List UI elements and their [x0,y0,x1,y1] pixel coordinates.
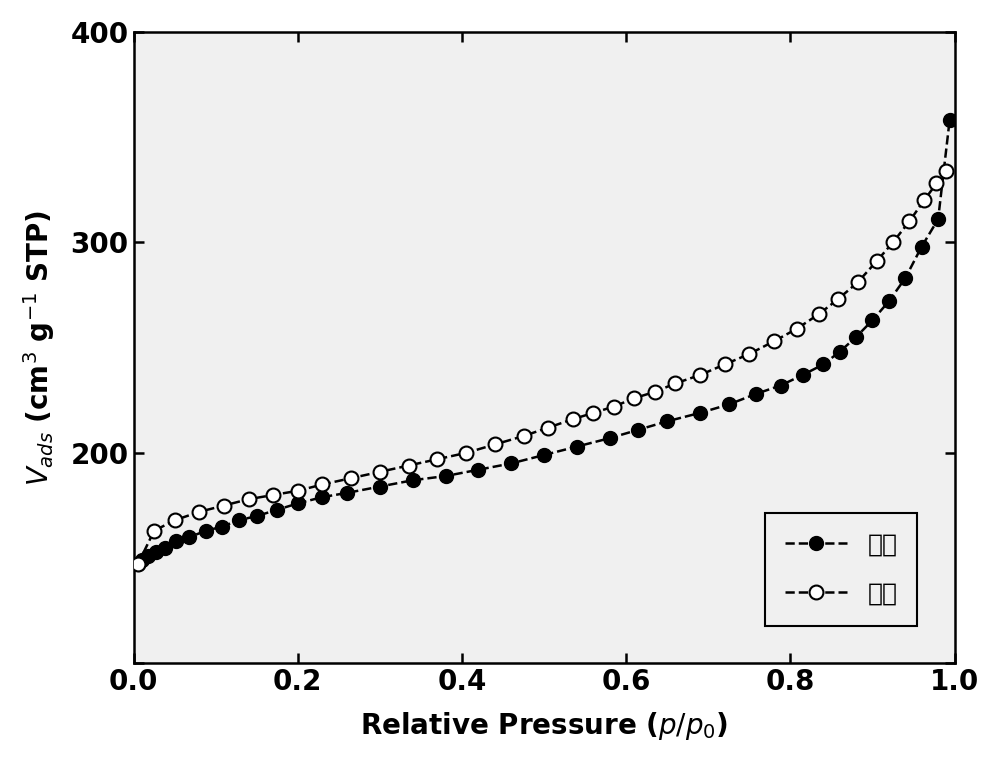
吸附 [251,511,263,520]
脱附 [930,179,942,188]
吸附 [850,333,862,342]
吸附 [440,472,452,481]
吸附 [571,442,583,451]
脱附 [743,349,755,359]
吸附 [341,488,353,497]
Y-axis label: $V_{ads}$ (cm$^3$ g$^{-1}$ STP): $V_{ads}$ (cm$^3$ g$^{-1}$ STP) [21,210,57,485]
吸附 [604,433,616,443]
脱附 [567,414,579,423]
吸附 [170,536,182,546]
Line: 脱附: 脱附 [131,164,953,571]
吸附 [797,370,809,379]
吸附 [233,516,245,525]
脱附 [887,238,899,247]
脱附 [132,560,144,569]
脱附 [649,388,661,397]
脱附 [292,486,304,495]
吸附 [932,214,944,224]
吸附 [866,316,878,325]
脱附 [542,423,554,432]
吸附 [136,555,148,565]
脱附 [903,217,915,226]
吸附 [775,381,787,390]
脱附 [791,324,803,333]
吸附 [407,475,419,485]
脱附 [243,494,255,504]
脱附 [518,431,530,440]
吸附 [142,552,154,561]
吸附 [316,493,328,502]
脱附 [431,455,443,464]
吸附 [883,297,895,306]
吸附 [132,560,144,569]
脱附 [940,166,952,175]
吸附 [472,465,484,475]
脱附 [193,507,205,517]
吸附 [661,417,673,426]
吸附 [183,533,195,542]
吸附 [750,389,762,398]
Legend: 吸附, 脱附: 吸附, 脱附 [765,513,917,626]
吸附 [723,400,735,409]
脱附 [403,461,415,470]
脱附 [608,402,620,411]
脱附 [587,408,599,417]
吸附 [150,547,162,556]
脱附 [694,370,706,379]
脱附 [832,295,844,304]
吸附 [694,408,706,417]
吸附 [899,274,911,283]
吸附 [200,526,212,536]
脱附 [267,491,279,500]
吸附 [632,425,644,434]
脱附 [374,467,386,476]
脱附 [918,195,930,204]
吸附 [538,450,550,459]
脱附 [148,526,160,536]
脱附 [813,309,825,318]
吸附 [216,522,228,531]
吸附 [374,482,386,491]
脱附 [719,360,731,369]
吸附 [834,347,846,356]
脱附 [768,336,780,346]
脱附 [460,449,472,458]
脱附 [345,474,357,483]
脱附 [489,440,501,449]
吸附 [505,459,517,468]
吸附 [271,505,283,514]
脱附 [628,394,640,403]
X-axis label: Relative Pressure ($\mathit{p/p_0}$): Relative Pressure ($\mathit{p/p_0}$) [360,710,728,742]
Line: 吸附: 吸附 [131,114,957,571]
脱附 [218,501,230,510]
吸附 [817,360,829,369]
脱附 [669,379,681,388]
吸附 [292,499,304,508]
吸附 [944,116,956,125]
脱附 [852,278,864,287]
脱附 [169,516,181,525]
吸附 [159,543,171,552]
吸附 [916,242,928,251]
脱附 [316,480,328,489]
脱附 [871,256,883,266]
